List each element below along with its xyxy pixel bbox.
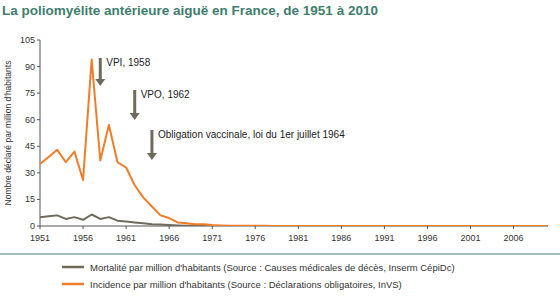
legend-label: Mortalité par million d'habitants (Sourc…: [90, 262, 455, 273]
y-tick-label: 15: [25, 194, 35, 204]
legend-swatch: [62, 266, 84, 269]
y-tick: [37, 172, 40, 173]
legend-swatch: [62, 283, 84, 286]
y-tick-label: 90: [25, 62, 35, 72]
series-line: [40, 214, 548, 226]
y-tick-label: 105: [20, 35, 35, 45]
x-tick-label: 2006: [504, 233, 524, 243]
x-tick-label: 1976: [245, 233, 265, 243]
y-tick: [37, 66, 40, 67]
x-tick: [384, 226, 385, 229]
annotation: Obligation vaccinale, loi du 1er juillet…: [158, 129, 345, 140]
y-tick: [37, 199, 40, 200]
title: La poliomyélite antérieure aiguë en Fran…: [2, 3, 378, 18]
x-tick: [126, 226, 127, 229]
annotation-arrowhead: [95, 79, 105, 86]
x-tick-label: 1986: [331, 233, 351, 243]
x-tick: [212, 226, 213, 229]
x-tick-label: 1971: [202, 233, 222, 243]
y-tick: [37, 40, 40, 41]
annotation-arrow: [99, 58, 102, 80]
x-tick-label: 1951: [30, 233, 50, 243]
annotation: VPI, 1958: [106, 57, 150, 68]
x-tick: [169, 226, 170, 229]
chart: La poliomyélite antérieure aiguë en Fran…: [0, 0, 560, 298]
x-tick-label: 2001: [460, 233, 480, 243]
y-tick-label: 0: [30, 221, 35, 231]
x-tick: [513, 226, 514, 229]
y-tick: [37, 93, 40, 94]
y-axis: [40, 40, 41, 226]
legend-label: Incidence par million d'habitants (Sourc…: [90, 279, 402, 290]
y-tick: [37, 119, 40, 120]
x-tick-label: 1996: [417, 233, 437, 243]
x-tick-label: 1981: [288, 233, 308, 243]
annotation: VPO, 1962: [141, 89, 190, 100]
series-line: [40, 59, 548, 226]
x-tick-label: 1956: [73, 233, 93, 243]
x-tick: [83, 226, 84, 229]
separator: [0, 254, 560, 255]
annotation-arrow: [133, 90, 136, 114]
x-tick: [427, 226, 428, 229]
x-tick: [470, 226, 471, 229]
y-axis-label: Nombre déclaré par million d'habitants: [3, 61, 13, 206]
x-tick: [40, 226, 41, 229]
annotation-arrowhead: [130, 113, 140, 120]
x-tick: [341, 226, 342, 229]
x-tick-label: 1961: [116, 233, 136, 243]
x-tick-label: 1966: [159, 233, 179, 243]
x-tick-label: 1991: [374, 233, 394, 243]
x-tick: [255, 226, 256, 229]
plot-area: [40, 59, 548, 226]
y-tick: [37, 146, 40, 147]
annotation-arrow: [150, 130, 153, 154]
x-tick: [298, 226, 299, 229]
y-tick-label: 30: [25, 168, 35, 178]
y-tick-label: 60: [25, 115, 35, 125]
y-tick-label: 75: [25, 88, 35, 98]
y-tick-label: 45: [25, 141, 35, 151]
annotation-arrowhead: [147, 153, 157, 160]
